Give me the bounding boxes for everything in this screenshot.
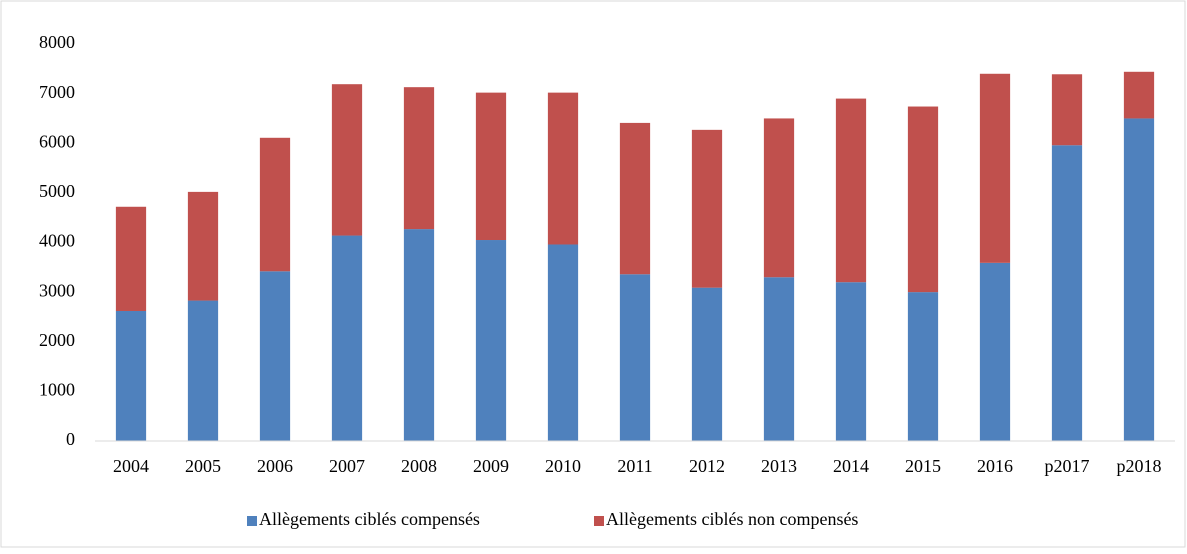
- bar-segment: [187, 191, 219, 301]
- x-tick-label: 2007: [329, 456, 365, 476]
- bar-segment: [835, 282, 867, 441]
- y-tick-label: 5000: [39, 181, 75, 201]
- bar-segment: [259, 271, 291, 441]
- x-tick-label: p2017: [1045, 456, 1090, 476]
- legend-label: Allègements ciblés non compensés: [606, 509, 858, 529]
- y-tick-label: 6000: [39, 131, 75, 151]
- bar-segment: [403, 87, 435, 230]
- bar-segment: [259, 137, 291, 272]
- bar-segment: [619, 274, 651, 441]
- legend-swatch: [594, 516, 604, 526]
- bar-segment: [907, 292, 939, 441]
- x-tick-label: p2018: [1117, 456, 1162, 476]
- bar-segment: [331, 84, 363, 236]
- x-tick-label: 2008: [401, 456, 437, 476]
- y-tick-label: 4000: [39, 231, 75, 251]
- x-tick-label: 2005: [185, 456, 221, 476]
- x-tick-label: 2010: [545, 456, 581, 476]
- x-tick-label: 2015: [905, 456, 941, 476]
- x-tick-label: 2013: [761, 456, 797, 476]
- bar-segment: [403, 229, 435, 441]
- bar-segment: [547, 92, 579, 245]
- x-tick-label: 2014: [833, 456, 869, 476]
- bar-segment: [115, 206, 147, 311]
- y-tick-label: 1000: [39, 380, 75, 400]
- x-tick-label: 2012: [689, 456, 725, 476]
- x-tick-label: 2011: [617, 456, 652, 476]
- bar-segment: [979, 262, 1011, 441]
- bar-segment: [835, 98, 867, 283]
- bar-segment: [475, 240, 507, 441]
- legend-swatch: [247, 516, 257, 526]
- x-tick-label: 2016: [977, 456, 1013, 476]
- bar-segment: [547, 244, 579, 441]
- bar-segment: [475, 92, 507, 241]
- bar-segment: [115, 310, 147, 441]
- y-tick-label: 7000: [39, 82, 75, 102]
- x-tick-label: 2006: [257, 456, 293, 476]
- y-tick-label: 8000: [39, 32, 75, 52]
- y-tick-label: 3000: [39, 280, 75, 300]
- bar-segment: [1051, 145, 1083, 442]
- bar-segment: [691, 287, 723, 441]
- y-tick-label: 0: [66, 429, 75, 449]
- y-tick-label: 2000: [39, 330, 75, 350]
- x-tick-label: 2009: [473, 456, 509, 476]
- bar-segment: [691, 129, 723, 288]
- bar-segment: [907, 106, 939, 293]
- legend-label: Allègements ciblés compensés: [259, 509, 480, 529]
- bar-segment: [1123, 71, 1155, 119]
- bar-segment: [619, 122, 651, 275]
- bar-segment: [187, 300, 219, 441]
- bar-segment: [979, 73, 1011, 263]
- x-tick-label: 2004: [113, 456, 149, 476]
- bar-segment: [763, 118, 795, 278]
- bar-segment: [1051, 74, 1083, 146]
- bar-segment: [1123, 118, 1155, 441]
- bar-segment: [331, 235, 363, 441]
- bar-segment: [763, 277, 795, 441]
